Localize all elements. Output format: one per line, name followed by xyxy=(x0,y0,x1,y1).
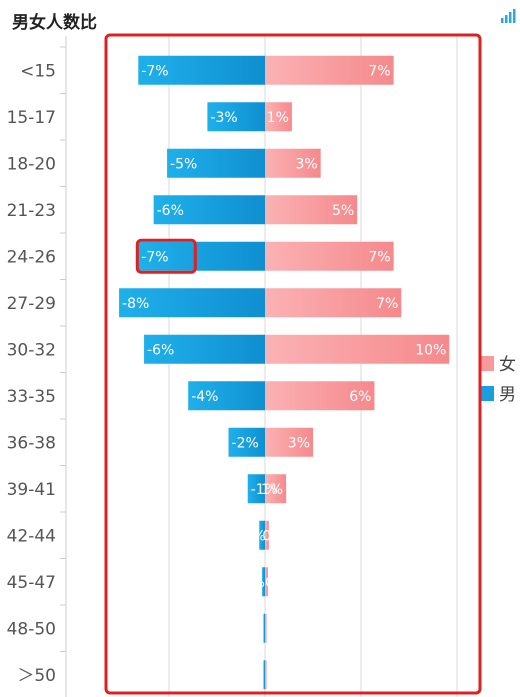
bar-male xyxy=(167,148,265,178)
data-label-female: 1% xyxy=(267,110,289,126)
data-label-female: 7% xyxy=(368,249,390,265)
bar-chart-icon[interactable] xyxy=(500,6,518,24)
bar-male xyxy=(207,102,265,132)
bar-female xyxy=(265,613,267,643)
bar-female xyxy=(265,288,402,318)
data-label-female: 3% xyxy=(295,156,317,172)
bar-male xyxy=(263,660,265,690)
category-label: 18-20 xyxy=(7,154,56,174)
legend: 女男 xyxy=(481,355,516,405)
bar-female xyxy=(265,520,269,550)
bar-female xyxy=(265,660,267,690)
category-label: 24-26 xyxy=(7,247,56,267)
legend-label: 男 xyxy=(499,385,516,405)
legend-label: 女 xyxy=(499,355,516,375)
category-axis: <15 15-17 18-20 21-23 24-26 27-29 30-32 33-35 36… xyxy=(7,36,67,697)
data-label-male: -5% xyxy=(170,156,197,172)
data-label-male: -6% xyxy=(157,203,184,219)
category-label: ＞50 xyxy=(17,666,56,686)
bar-male xyxy=(263,613,265,643)
data-label-male: 0% xyxy=(267,668,289,684)
data-label-female: 3% xyxy=(288,435,310,451)
category-label: 33-35 xyxy=(7,387,56,407)
data-label-male: -3% xyxy=(210,110,237,126)
category-label: <15 xyxy=(20,61,56,81)
bar-labels: -7% 7% -3% 1% -5% 3% -6% 5% -7% 7% -8% 7% -6% 10% -4% 6… xyxy=(122,63,446,684)
data-label-female: 1% xyxy=(261,482,283,498)
category-label: 45-47 xyxy=(7,573,56,593)
bar-male xyxy=(247,474,265,504)
bar-female xyxy=(265,241,394,271)
data-label-female: 10% xyxy=(415,342,446,358)
data-label-female: 5% xyxy=(332,203,354,219)
data-label-female: 0% xyxy=(241,621,263,637)
data-label-male: -1% xyxy=(251,482,278,498)
data-label-male: 0% xyxy=(262,528,284,544)
bar-female xyxy=(265,474,287,504)
legend-swatch xyxy=(481,356,494,371)
highlight-box-plot xyxy=(104,33,482,695)
data-label-male: -6% xyxy=(147,342,174,358)
highlight-box-label xyxy=(135,238,197,274)
category-label: 36-38 xyxy=(7,433,56,453)
bar-male xyxy=(144,334,265,364)
bar-male xyxy=(119,288,265,318)
category-label: 27-29 xyxy=(7,294,56,314)
data-label-male: 0% xyxy=(267,621,289,637)
data-label-female: 0% xyxy=(243,575,265,591)
category-label: 30-32 xyxy=(7,340,56,360)
category-label: 48-50 xyxy=(7,619,56,639)
category-label: 15-17 xyxy=(7,108,56,128)
data-label-female: 0% xyxy=(244,528,266,544)
category-label: 39-41 xyxy=(7,480,56,500)
bar-male xyxy=(262,567,265,597)
data-label-female: 7% xyxy=(368,63,390,79)
category-label: 21-23 xyxy=(7,201,56,221)
bar-male xyxy=(138,241,265,271)
data-label-female: 7% xyxy=(376,296,398,312)
bar-female xyxy=(265,567,268,597)
data-label-male: -4% xyxy=(191,389,218,405)
category-label: 42-44 xyxy=(7,526,56,546)
bar-female xyxy=(265,195,358,225)
grid-lines xyxy=(168,36,458,697)
bar-female xyxy=(265,381,375,411)
legend-swatch xyxy=(481,386,494,401)
bar-male xyxy=(228,427,265,457)
data-label-female: 6% xyxy=(349,389,371,405)
data-label-male: -7% xyxy=(141,63,168,79)
bar-male xyxy=(153,195,265,225)
data-label-female: 0% xyxy=(241,668,263,684)
chart-title: 男女人数比 xyxy=(12,13,97,33)
data-label-male: -8% xyxy=(122,296,149,312)
data-label-male: -7% xyxy=(141,249,168,265)
bar-female xyxy=(265,102,292,132)
data-label-male: -2% xyxy=(232,435,259,451)
bar-male xyxy=(259,520,265,550)
bars xyxy=(119,55,450,690)
highlights xyxy=(104,33,482,695)
bar-male xyxy=(188,381,265,411)
bar-female xyxy=(265,427,313,457)
data-label-male: 0% xyxy=(265,575,287,591)
bar-male xyxy=(138,55,265,85)
bar-female xyxy=(265,334,450,364)
bar-female xyxy=(265,55,394,85)
bar-female xyxy=(265,148,321,178)
